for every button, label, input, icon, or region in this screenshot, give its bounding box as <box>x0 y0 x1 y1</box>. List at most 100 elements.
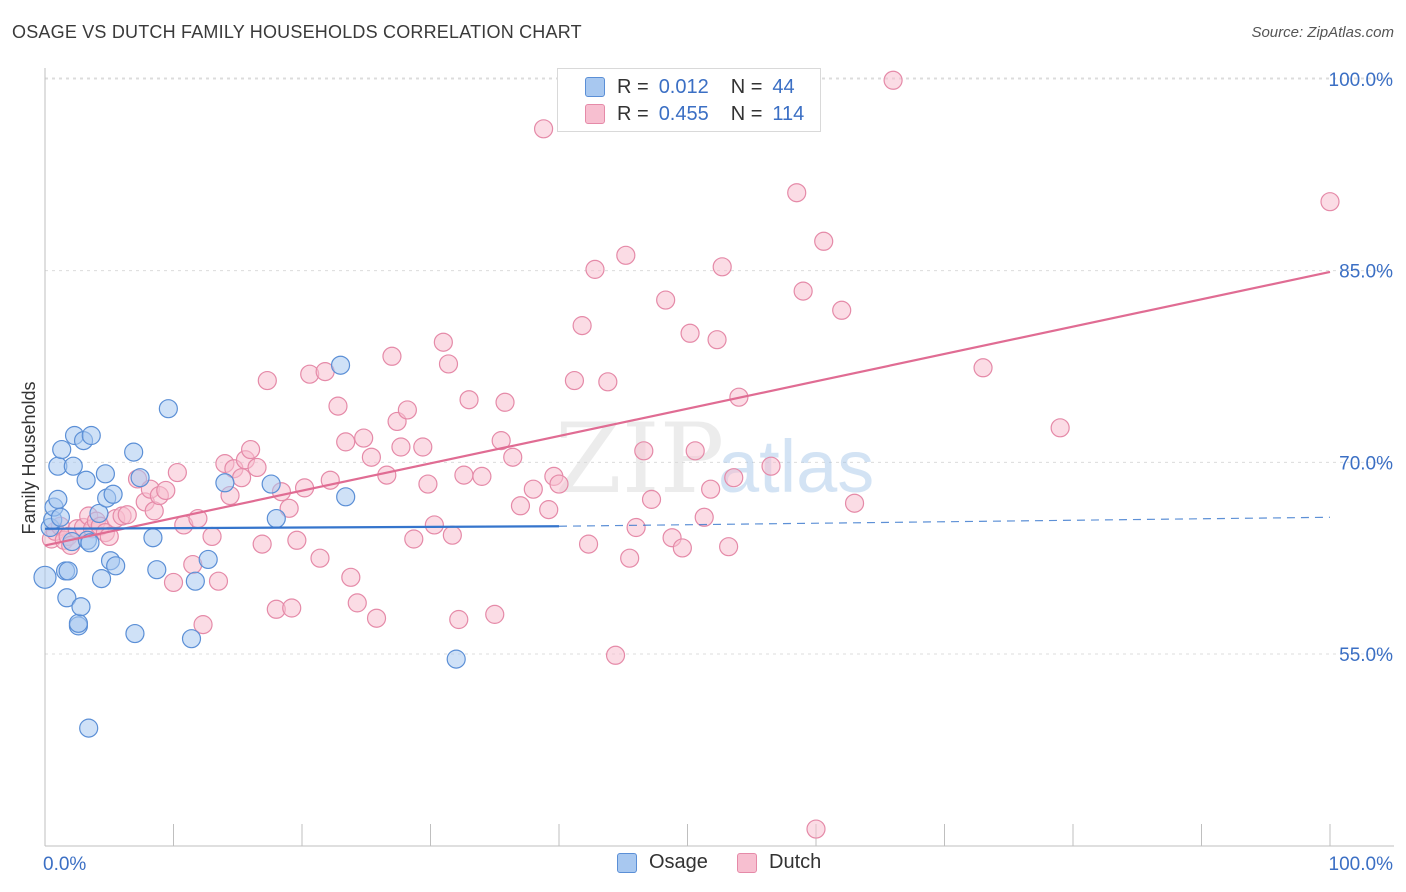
osage-point <box>68 613 89 633</box>
legend-row-osage: R = 0.012 N = 44 <box>558 74 795 100</box>
y-tick-label: 100.0% <box>1329 70 1394 91</box>
dutch-point <box>844 493 865 513</box>
osage-point <box>143 528 163 548</box>
dutch-point <box>495 392 515 412</box>
bottom-legend-dutch[interactable]: Dutch <box>737 851 821 874</box>
osage-point <box>71 597 91 617</box>
osage-point <box>446 649 466 669</box>
dutch-point <box>472 466 492 486</box>
dutch-point <box>1320 192 1340 212</box>
dutch-point <box>832 300 852 320</box>
dutch-series <box>41 70 1340 839</box>
dutch-legend-swatch <box>737 852 757 873</box>
dutch-point <box>382 346 402 366</box>
dutch-point <box>793 281 813 301</box>
dutch-n-value: 114 <box>772 102 805 125</box>
osage-point <box>103 484 123 504</box>
dutch-point <box>806 819 826 839</box>
dutch-point <box>694 507 714 527</box>
osage-point <box>330 355 351 375</box>
dutch-point <box>656 290 676 310</box>
watermark-atlas: atlas <box>718 425 874 508</box>
dutch-point <box>672 538 692 558</box>
y-tick-label: 85.0% <box>1339 262 1393 283</box>
dutch-point <box>572 316 592 336</box>
dutch-point <box>438 354 459 374</box>
dutch-point <box>310 548 330 568</box>
dutch-point <box>167 462 187 483</box>
gridlines <box>45 77 1394 655</box>
dutch-point <box>510 496 531 516</box>
osage-point <box>336 487 356 507</box>
stats-legend: R = 0.012 N = 44 R = 0.455 N = 114 <box>557 68 821 132</box>
osage-point <box>130 468 150 488</box>
watermark: ZIP atlas <box>555 403 874 515</box>
dutch-point <box>585 259 605 279</box>
osage-point <box>76 470 96 490</box>
dutch-point <box>491 431 511 451</box>
dutch-point <box>578 534 599 554</box>
dutch-swatch <box>585 104 605 124</box>
dutch-point <box>287 530 307 550</box>
chart-title: OSAGE VS DUTCH FAMILY HOUSEHOLDS CORRELA… <box>12 22 582 42</box>
osage-trend-line <box>44 525 560 530</box>
dutch-point <box>459 390 479 410</box>
dutch-point <box>707 330 727 350</box>
dutch-point <box>719 537 739 557</box>
dutch-point <box>413 437 433 457</box>
dutch-legend-label: Dutch <box>769 851 822 873</box>
dutch-point <box>973 358 993 378</box>
osage-point <box>79 718 99 738</box>
dutch-point <box>787 183 807 203</box>
legend-row-dutch: R = 0.455 N = 114 <box>558 101 804 127</box>
osage-point <box>266 508 286 529</box>
bottom-legend-osage[interactable]: Osage <box>617 851 708 874</box>
dutch-point <box>1050 418 1070 438</box>
dutch-point <box>252 534 272 554</box>
dutch-point <box>454 465 474 485</box>
osage-point <box>33 565 57 589</box>
dutch-point <box>533 119 554 139</box>
trend-lines <box>44 270 1331 547</box>
osage-legend-label: Osage <box>649 851 708 873</box>
dutch-point <box>193 615 213 635</box>
dutch-point <box>634 441 654 461</box>
osage-point <box>52 439 72 460</box>
dutch-point <box>257 370 277 391</box>
dutch-point <box>241 439 261 460</box>
dutch-point <box>724 468 744 488</box>
osage-point <box>57 588 77 608</box>
dutch-point <box>391 437 411 457</box>
dutch-point <box>341 567 361 587</box>
dutch-point <box>347 593 367 613</box>
osage-point <box>185 571 205 591</box>
dutch-point <box>247 457 267 478</box>
osage-n-value: 44 <box>772 75 795 98</box>
osage-point <box>158 399 178 419</box>
osage-point <box>48 489 68 509</box>
dutch-point <box>279 498 299 518</box>
dutch-point <box>282 598 302 618</box>
dutch-point <box>564 370 585 391</box>
dutch-point <box>232 468 252 488</box>
osage-trend-projection <box>558 516 1331 527</box>
dutch-point <box>208 571 229 591</box>
dutch-point <box>163 572 184 593</box>
dutch-point <box>641 489 662 509</box>
osage-point <box>63 456 83 476</box>
dutch-point <box>449 609 469 630</box>
dutch-point <box>761 456 781 476</box>
dutch-point <box>549 474 569 494</box>
dutch-r-value: 0.455 <box>658 102 709 125</box>
osage-point <box>147 560 167 580</box>
osage-point <box>125 623 145 644</box>
dutch-point <box>814 231 834 251</box>
y-tick-label: 70.0% <box>1339 453 1393 474</box>
y-tick-label: 55.0% <box>1339 645 1393 666</box>
dutch-point <box>605 645 626 665</box>
x-tick-label-min: 0.0% <box>43 854 86 875</box>
osage-point <box>91 569 112 589</box>
n-label: N = <box>730 75 763 98</box>
dutch-point <box>626 517 646 538</box>
